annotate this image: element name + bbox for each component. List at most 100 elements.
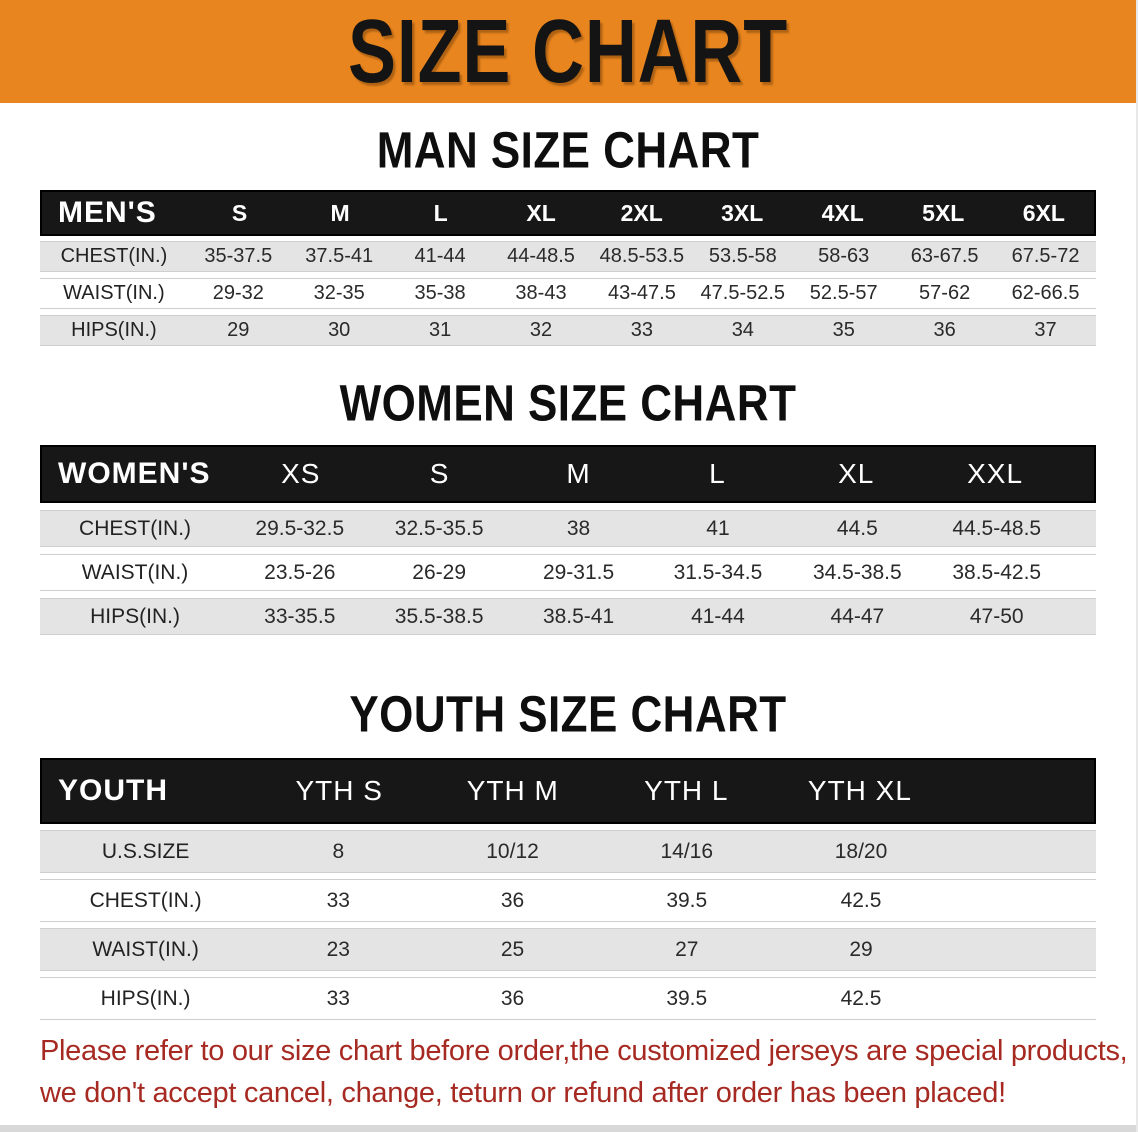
women-value-cell: 26-29	[412, 560, 467, 584]
men-row-label-hips-in.: HIPS(IN.)	[71, 319, 157, 341]
banner: SIZE CHART	[0, 0, 1136, 103]
women-value-cell: 38.5-42.5	[952, 560, 1042, 584]
women-column-header-s: S	[429, 458, 450, 489]
women-value-cell: 38.5-41	[542, 604, 615, 628]
men-value-cell: 30	[328, 319, 351, 341]
men-column-header-6xl: 6XL	[1022, 199, 1065, 226]
women-value-cell: 41-44	[691, 604, 745, 628]
men-value-cell: 31	[428, 319, 452, 341]
men-value-cell: 58-63	[818, 245, 870, 267]
men-column-header-l: L	[433, 199, 448, 226]
men-value-cell: 43-47.5	[607, 282, 676, 304]
men-value-cell: 35	[832, 319, 855, 341]
men-column-header-5xl: 5XL	[922, 199, 965, 226]
men-value-cell: 62-66.5	[1011, 282, 1080, 304]
men-value-cell: 35-38	[414, 282, 466, 304]
men-value-cell: 32-35	[313, 282, 365, 304]
women-value-cell: 35.5-38.5	[394, 604, 484, 628]
youth-value-cell: 33	[326, 986, 350, 1010]
women-column-header-xxl: XXL	[967, 458, 1024, 489]
disclaimer: Please refer to our size chart before or…	[40, 1030, 1136, 1114]
youth-row-hips-in.: HIPS(IN.) 33 36 39.5 42.5	[40, 977, 1096, 1020]
women-value-cell: 33-35.5	[264, 604, 336, 628]
youth-value-cell: 36	[500, 888, 525, 912]
youth-value-cell: 29	[849, 937, 873, 961]
youth-row-chest-in.: CHEST(IN.) 33 36 39.5 42.5	[40, 879, 1096, 922]
youth-row-u.s.size: U.S.SIZE 8 10/12 14/16 18/20	[40, 830, 1096, 873]
men-table-title: MEN'S	[58, 196, 157, 229]
men-value-cell: 57-62	[919, 282, 971, 304]
youth-column-header-yth-s: YTH S	[295, 775, 383, 806]
men-value-cell: 52.5-57	[809, 282, 878, 304]
men-row-label-chest-in.: CHEST(IN.)	[60, 245, 168, 267]
women-value-cell: 44.5-48.5	[952, 516, 1042, 540]
men-row-waist-in.: WAIST(IN.) 29-32 32-35 35-38 38-43 43-47.5 47.…	[40, 278, 1096, 309]
youth-table-title: YOUTH	[58, 774, 168, 807]
men-column-header-3xl: 3XL	[721, 199, 764, 226]
size-section-men: MAN SIZE CHART MEN'S S M L XL 2XL 3XL 4XL 5XL 6XL C…	[0, 121, 1136, 346]
men-value-cell: 37	[1034, 319, 1057, 341]
men-value-cell: 44-48.5	[507, 245, 575, 267]
women-row-label-hips-in.: HIPS(IN.)	[90, 604, 180, 628]
men-column-header-m: M	[330, 199, 350, 226]
men-table-body: CHEST(IN.) 35-37.5 37.5-41 41-44 44-48.5 48.5…	[40, 241, 1096, 346]
women-size-table: WOMEN'S XS S M L XL XXL CHEST(IN.) 29.5-32.5 32.5…	[40, 445, 1096, 635]
youth-row-label-chest-in.: CHEST(IN.)	[89, 888, 202, 912]
youth-value-cell: 39.5	[666, 986, 708, 1010]
bottom-edge-bar	[0, 1125, 1136, 1132]
youth-column-header-yth-m: YTH M	[466, 775, 559, 806]
youth-row-waist-in.: WAIST(IN.) 23 25 27 29	[40, 928, 1096, 971]
men-value-cell: 34	[731, 319, 754, 341]
men-value-cell: 37.5-41	[305, 245, 374, 267]
men-value-cell: 32	[529, 319, 553, 341]
youth-value-cell: 42.5	[840, 986, 882, 1010]
women-row-label-chest-in.: CHEST(IN.)	[79, 516, 192, 540]
men-column-header-xl: XL	[526, 199, 556, 226]
youth-section-heading: YOUTH SIZE CHART	[349, 685, 787, 743]
youth-value-cell: 14/16	[660, 839, 714, 863]
men-row-label-waist-in.: WAIST(IN.)	[63, 282, 165, 304]
page-title: SIZE CHART	[348, 1, 788, 102]
youth-value-cell: 18/20	[834, 839, 888, 863]
youth-row-label-waist-in.: WAIST(IN.)	[92, 937, 199, 961]
youth-value-cell: 25	[500, 937, 525, 961]
men-value-cell: 41-44	[414, 245, 466, 267]
size-section-women: WOMEN SIZE CHART WOMEN'S XS S M L XL XXL CHEST(I…	[0, 374, 1136, 635]
youth-column-header-yth-l: YTH L	[644, 775, 729, 806]
youth-table-body: U.S.SIZE 8 10/12 14/16 18/20 CHEST(IN.) 33 36 39…	[40, 830, 1096, 1020]
men-column-header-s: S	[231, 199, 248, 226]
youth-value-cell: 39.5	[666, 888, 708, 912]
men-section-heading: MAN SIZE CHART	[376, 121, 760, 179]
women-column-header-xs: XS	[281, 458, 321, 489]
women-value-cell: 47-50	[969, 604, 1024, 628]
men-column-header-2xl: 2XL	[620, 199, 663, 226]
women-value-cell: 34.5-38.5	[812, 560, 902, 584]
women-row-hips-in.: HIPS(IN.) 33-35.5 35.5-38.5 38.5-41 41-44 44-…	[40, 598, 1096, 635]
youth-value-cell: 36	[500, 986, 525, 1010]
men-value-cell: 38-43	[515, 282, 567, 304]
youth-table-header-row: YOUTH YTH S YTH M YTH L YTH XL	[40, 758, 1096, 824]
women-value-cell: 23.5-26	[264, 560, 336, 584]
women-value-cell: 44.5	[836, 516, 878, 540]
youth-value-cell: 33	[326, 888, 350, 912]
men-value-cell: 36	[933, 319, 956, 341]
women-row-waist-in.: WAIST(IN.) 23.5-26 26-29 29-31.5 31.5-34.5 34…	[40, 554, 1096, 591]
men-column-header-4xl: 4XL	[821, 199, 864, 226]
men-row-chest-in.: CHEST(IN.) 35-37.5 37.5-41 41-44 44-48.5 48.5…	[40, 241, 1096, 272]
youth-value-cell: 23	[326, 937, 350, 961]
women-table-title: WOMEN'S	[58, 457, 211, 490]
women-value-cell: 32.5-35.5	[394, 516, 484, 540]
women-column-header-l: L	[709, 458, 726, 489]
youth-value-cell: 8	[332, 839, 345, 863]
men-value-cell: 53.5-58	[708, 245, 777, 267]
women-row-chest-in.: CHEST(IN.) 29.5-32.5 32.5-35.5 38 41 44.5 44.5…	[40, 510, 1096, 547]
sections-container: MAN SIZE CHART MEN'S S M L XL 2XL 3XL 4XL 5XL 6XL C…	[0, 121, 1136, 1020]
women-value-cell: 38	[566, 516, 591, 540]
women-section-heading: WOMEN SIZE CHART	[339, 374, 797, 432]
women-table-header-row: WOMEN'S XS S M L XL XXL	[40, 445, 1096, 503]
disclaimer-line-2: we don't accept cancel, change, teturn o…	[40, 1077, 1006, 1109]
men-value-cell: 29	[227, 319, 250, 341]
men-table-header-row: MEN'S S M L XL 2XL 3XL 4XL 5XL 6XL	[40, 190, 1096, 236]
women-value-cell: 31.5-34.5	[673, 560, 763, 584]
